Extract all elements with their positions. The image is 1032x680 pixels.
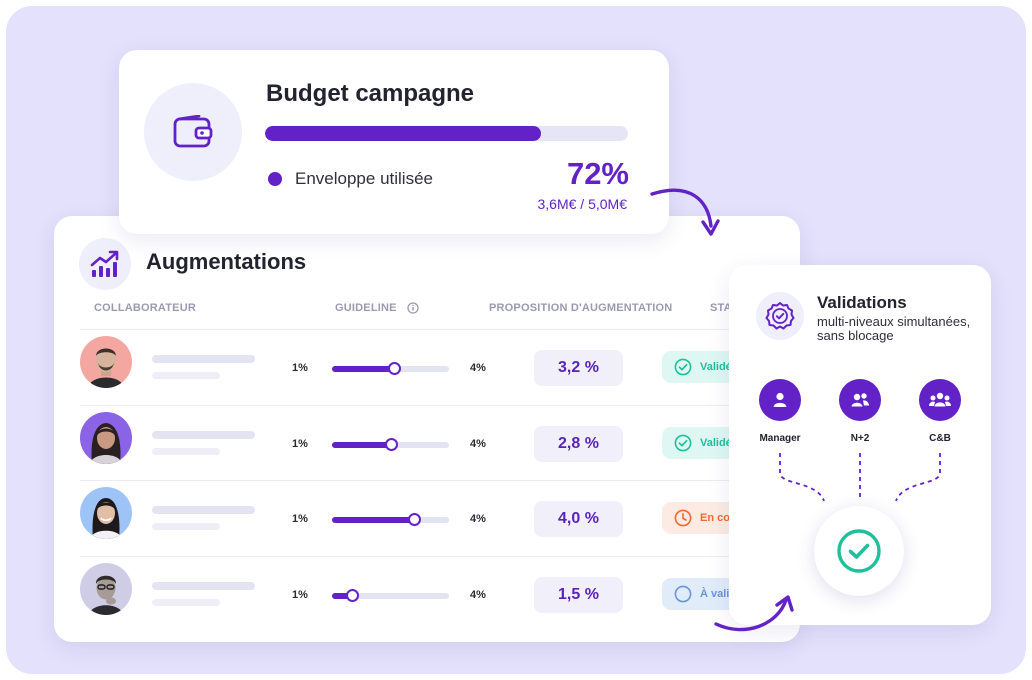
slider-fill (332, 442, 391, 448)
budget-percentage: 72% (566, 156, 629, 191)
canvas-background: Budget campagne Enveloppe utilisée 72% 3… (6, 6, 1026, 674)
final-validation (814, 506, 904, 596)
column-header-guideline-label: GUIDELINE (335, 302, 397, 314)
check-circle-icon (674, 434, 692, 452)
table-row[interactable]: 1% 4% 4,0 % En cours (80, 480, 780, 554)
approver-label: C&B (929, 433, 951, 444)
avatar (80, 487, 132, 539)
guideline-slider[interactable] (332, 513, 449, 526)
status-label: Validé (700, 437, 732, 449)
guideline-min: 1% (292, 438, 308, 450)
approval-connectors (779, 453, 941, 502)
wallet-icon (144, 83, 242, 181)
legend-label: Enveloppe utilisée (295, 169, 433, 188)
augmentations-card: Augmentations COLLABORATEUR GUIDELINE PR… (54, 216, 800, 642)
guideline-min: 1% (292, 362, 308, 374)
slider-knob[interactable] (407, 513, 421, 526)
slider-fill (332, 517, 414, 523)
slider-knob[interactable] (388, 362, 401, 375)
avatar (80, 336, 132, 388)
table-row[interactable]: 1% 4% 2,8 % Validé (80, 405, 780, 479)
name-placeholder (152, 582, 255, 590)
avatar (80, 563, 132, 615)
guideline-min: 1% (292, 513, 308, 525)
table-row[interactable]: 1% 4% 3,2 % Validé (80, 329, 780, 403)
proposal-value[interactable]: 4,0 % (534, 501, 623, 537)
proposal-value[interactable]: 1,5 % (534, 577, 623, 613)
guideline-min: 1% (292, 589, 308, 601)
approver-cb: C&B (910, 379, 970, 444)
table-row[interactable]: 1% 4% 1,5 % À valider (80, 556, 780, 630)
column-header-guideline: GUIDELINE (335, 302, 419, 314)
name-placeholder (152, 431, 255, 439)
validations-card: Validations multi-niveaux simultanées, s… (729, 265, 991, 625)
users-icon (839, 379, 881, 421)
name-placeholder (152, 506, 255, 514)
role-placeholder (152, 448, 220, 455)
augmentations-title: Augmentations (146, 249, 307, 274)
proposal-value[interactable]: 2,8 % (534, 426, 623, 462)
column-header-collaborateur: COLLABORATEUR (94, 302, 196, 314)
info-icon[interactable] (407, 302, 419, 314)
approval-badge-icon (756, 292, 804, 340)
check-circle-icon (674, 358, 692, 376)
approver-label: N+2 (850, 433, 870, 444)
clock-icon (674, 509, 692, 527)
guideline-max: 4% (470, 362, 486, 374)
guideline-max: 4% (470, 513, 486, 525)
approver-label: Manager (759, 433, 801, 444)
guideline-slider[interactable] (332, 438, 449, 451)
guideline-slider[interactable] (332, 362, 449, 375)
proposal-value[interactable]: 3,2 % (534, 350, 623, 386)
check-circle-icon (837, 529, 881, 573)
approver-n2: N+2 (830, 379, 890, 444)
validations-subtitle: multi-niveaux simultanées, sans blocage (817, 314, 971, 343)
guideline-max: 4% (470, 438, 486, 450)
role-placeholder (152, 599, 220, 606)
budget-title: Budget campagne (266, 80, 475, 107)
slider-fill (332, 366, 394, 372)
guideline-slider[interactable] (332, 589, 449, 602)
slider-fill (332, 593, 352, 599)
user-icon (759, 379, 801, 421)
legend-dot (268, 172, 282, 186)
name-placeholder (152, 355, 255, 363)
slider-knob[interactable] (384, 438, 398, 451)
growth-chart-icon (79, 238, 131, 290)
validations-title: Validations (817, 293, 907, 312)
status-label: Validé (700, 361, 732, 373)
avatar (80, 412, 132, 464)
group-icon (919, 379, 961, 421)
approver-manager: Manager (750, 379, 810, 444)
role-placeholder (152, 372, 220, 379)
budget-card: Budget campagne Enveloppe utilisée 72% 3… (119, 50, 669, 234)
slider-knob[interactable] (345, 589, 359, 602)
empty-circle-icon (674, 585, 692, 603)
column-header-proposition: PROPOSITION D'AUGMENTATION (489, 302, 673, 314)
guideline-max: 4% (470, 589, 486, 601)
role-placeholder (152, 523, 220, 530)
budget-amount: 3,6M€ / 5,0M€ (537, 196, 628, 212)
budget-progress-bar (265, 126, 628, 141)
budget-progress-fill (265, 126, 541, 141)
